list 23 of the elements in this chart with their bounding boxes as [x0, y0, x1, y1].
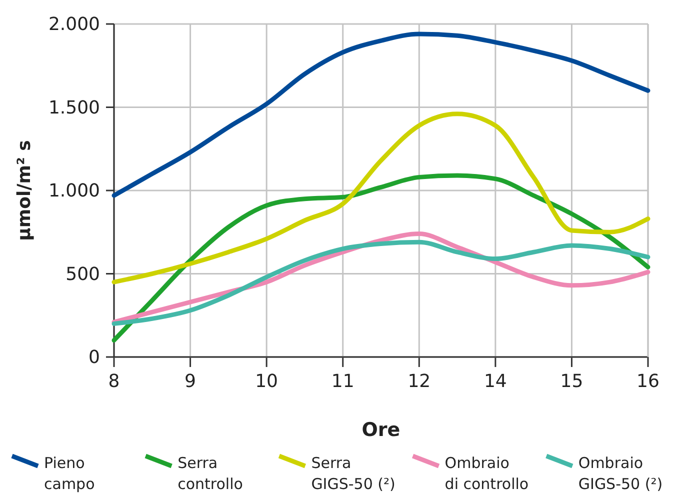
line-series	[112, 112, 650, 284]
legend-label: Pieno campo	[44, 454, 95, 493]
legend-label: Serra controllo	[178, 454, 243, 493]
y-tick-label: 1.500	[48, 97, 100, 118]
y-tick-label: 2.000	[48, 14, 100, 35]
x-tick-label: 15	[560, 371, 584, 392]
x-tick-label: 16	[636, 371, 660, 392]
legend-label: Ombraio di controllo	[444, 454, 529, 493]
line-series	[112, 173, 650, 343]
x-tick-label: 10	[255, 371, 278, 392]
line-series	[112, 32, 650, 198]
y-axis-title: µmol/m² s	[14, 140, 35, 241]
x-tick-label: 9	[184, 371, 196, 392]
y-tick-label: 0	[88, 347, 100, 368]
y-tick-label: 500	[66, 264, 100, 285]
legend-label: Serra GIGS-50 (²)	[311, 454, 396, 493]
y-tick-label: 1.000	[48, 180, 100, 202]
x-tick-label: 12	[408, 371, 431, 392]
legend-label: Ombraio GIGS-50 (²)	[578, 454, 663, 493]
x-tick-label: 8	[108, 371, 120, 392]
x-tick-label: 14	[484, 371, 507, 392]
x-tick-label: 11	[331, 371, 354, 392]
x-axis-title: Ore	[362, 419, 400, 441]
